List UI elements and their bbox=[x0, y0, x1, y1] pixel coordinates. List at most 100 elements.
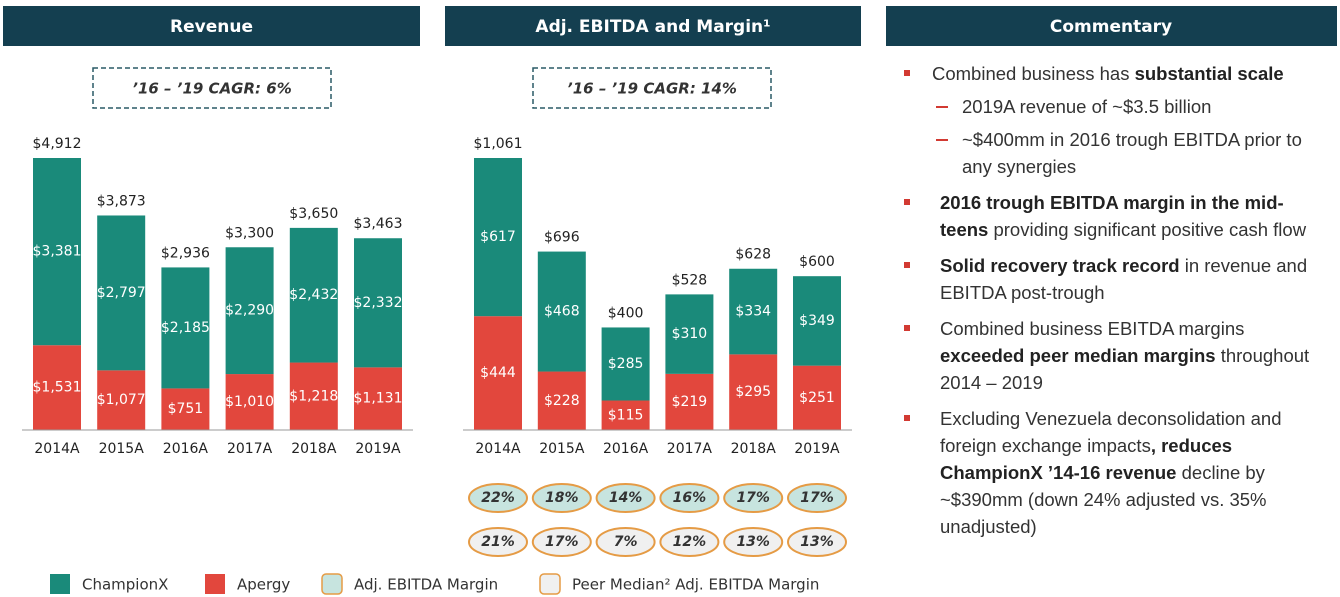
text-run: 2016 trough EBITDA margin in the mid-tee… bbox=[940, 192, 1284, 240]
x-tick-label: 2018A bbox=[291, 441, 337, 457]
total-label: $1,061 bbox=[474, 136, 523, 152]
margin-oval bbox=[595, 483, 656, 513]
bar-segment bbox=[601, 327, 650, 401]
bar-segment bbox=[537, 251, 586, 372]
margin-oval bbox=[787, 527, 847, 557]
bar-segment bbox=[289, 362, 338, 430]
legend-label: Apergy bbox=[237, 576, 290, 594]
margin-oval bbox=[531, 483, 592, 513]
text-run: providing significant positive cash flow bbox=[988, 219, 1307, 240]
total-label: $3,463 bbox=[354, 216, 403, 232]
margin-label: 17% bbox=[736, 490, 770, 506]
text-run: substantial scale bbox=[1134, 63, 1284, 84]
margin-oval bbox=[659, 483, 720, 513]
bar-segment bbox=[729, 354, 778, 430]
margin-label: 14% bbox=[609, 490, 643, 506]
margin-oval bbox=[659, 527, 720, 557]
bar-segment bbox=[793, 365, 841, 430]
total-label: $696 bbox=[544, 230, 580, 246]
bar-segment bbox=[289, 227, 338, 363]
commentary-title: Commentary bbox=[1050, 17, 1172, 37]
segment-label: $2,432 bbox=[289, 287, 338, 303]
margin-oval bbox=[787, 483, 847, 513]
chart-header bbox=[3, 6, 420, 46]
bar-segment bbox=[225, 247, 274, 375]
text-run: 2019A revenue of ~$3.5 billion bbox=[962, 96, 1212, 117]
text-run: Excluding Venezuela deconsolidation and … bbox=[940, 408, 1282, 456]
segment-label: $1,131 bbox=[354, 391, 403, 407]
text-run: , reduces ChampionX ’14-16 revenue bbox=[940, 435, 1233, 483]
segment-label: $1,531 bbox=[33, 380, 82, 396]
segment-label: $349 bbox=[799, 313, 835, 329]
cagr-box bbox=[92, 67, 332, 109]
segment-label: $219 bbox=[672, 394, 708, 410]
segment-label: $228 bbox=[544, 393, 580, 409]
total-label: $3,300 bbox=[225, 225, 274, 241]
text-run: in revenue and EBITDA post-trough bbox=[940, 255, 1308, 303]
bullet: Combined business EBITDA margins exceede… bbox=[898, 315, 1328, 396]
x-tick-label: 2015A bbox=[99, 441, 145, 457]
bar-segment bbox=[33, 158, 81, 346]
total-label: $600 bbox=[799, 254, 835, 270]
segment-label: $3,381 bbox=[33, 244, 82, 260]
text-run: throughout 2014 – 2019 bbox=[940, 345, 1310, 393]
segment-label: $334 bbox=[735, 304, 771, 320]
bar-segment bbox=[161, 388, 210, 430]
x-tick-label: 2014A bbox=[475, 441, 521, 457]
segment-label: $468 bbox=[544, 304, 580, 320]
bar-segment bbox=[665, 294, 714, 374]
text-run: ~$400mm in 2016 trough EBITDA prior to a… bbox=[962, 129, 1302, 177]
total-label: $628 bbox=[735, 247, 771, 263]
segment-label: $1,077 bbox=[97, 392, 146, 408]
margin-oval bbox=[468, 483, 528, 513]
margin-oval bbox=[468, 527, 528, 557]
bar-segment bbox=[665, 373, 714, 430]
legend-label: ChampionX bbox=[82, 576, 168, 594]
margin-label: 18% bbox=[545, 490, 579, 506]
total-label: $3,873 bbox=[97, 193, 146, 209]
bar-segment bbox=[354, 367, 402, 430]
segment-label: $295 bbox=[735, 384, 771, 400]
segment-label: $2,797 bbox=[97, 285, 146, 301]
margin-oval bbox=[723, 527, 784, 557]
segment-label: $310 bbox=[672, 326, 708, 342]
legend-swatch bbox=[205, 574, 225, 594]
cagr-label: ’16 – ’19 CAGR: 6% bbox=[132, 80, 291, 98]
margin-label: 17% bbox=[800, 490, 834, 506]
bar-segment bbox=[97, 215, 146, 371]
segment-label: $444 bbox=[480, 365, 516, 381]
margin-label: 17% bbox=[545, 534, 579, 550]
x-tick-label: 2018A bbox=[731, 441, 777, 457]
margin-label: 16% bbox=[673, 490, 707, 506]
commentary-header bbox=[886, 6, 1337, 46]
total-label: $528 bbox=[672, 272, 708, 288]
sub-bullet: ~$400mm in 2016 trough EBITDA prior to a… bbox=[898, 126, 1328, 180]
legend-label: Adj. EBITDA Margin bbox=[354, 576, 498, 594]
bar-segment bbox=[793, 276, 841, 366]
legend-swatch bbox=[539, 573, 561, 595]
margin-label: 22% bbox=[481, 490, 515, 506]
text-run: Combined business has bbox=[932, 63, 1135, 84]
total-label: $400 bbox=[608, 305, 644, 321]
bar-segment bbox=[161, 267, 210, 389]
sub-bullet: 2019A revenue of ~$3.5 billion bbox=[898, 93, 1328, 120]
segment-label: $2,185 bbox=[161, 320, 210, 336]
margin-oval bbox=[723, 483, 784, 513]
text-run: Combined business EBITDA margins bbox=[940, 318, 1245, 339]
chart-title: Revenue bbox=[170, 17, 253, 37]
bullet: 2016 trough EBITDA margin in the mid-tee… bbox=[898, 189, 1328, 243]
segment-label: $751 bbox=[168, 401, 204, 417]
commentary: Combined business has substantial scale 2… bbox=[898, 60, 1328, 549]
legend-label: Peer Median² Adj. EBITDA Margin bbox=[572, 576, 819, 594]
x-tick-label: 2016A bbox=[163, 441, 209, 457]
segment-label: $115 bbox=[608, 407, 644, 423]
chart-header bbox=[445, 6, 861, 46]
total-label: $4,912 bbox=[33, 136, 82, 152]
bar-segment bbox=[474, 158, 522, 317]
text-run: exceeded peer median margins bbox=[940, 345, 1216, 366]
cagr-label: ’16 – ’19 CAGR: 14% bbox=[567, 80, 737, 98]
margin-label: 7% bbox=[614, 534, 638, 550]
x-tick-label: 2017A bbox=[667, 441, 713, 457]
